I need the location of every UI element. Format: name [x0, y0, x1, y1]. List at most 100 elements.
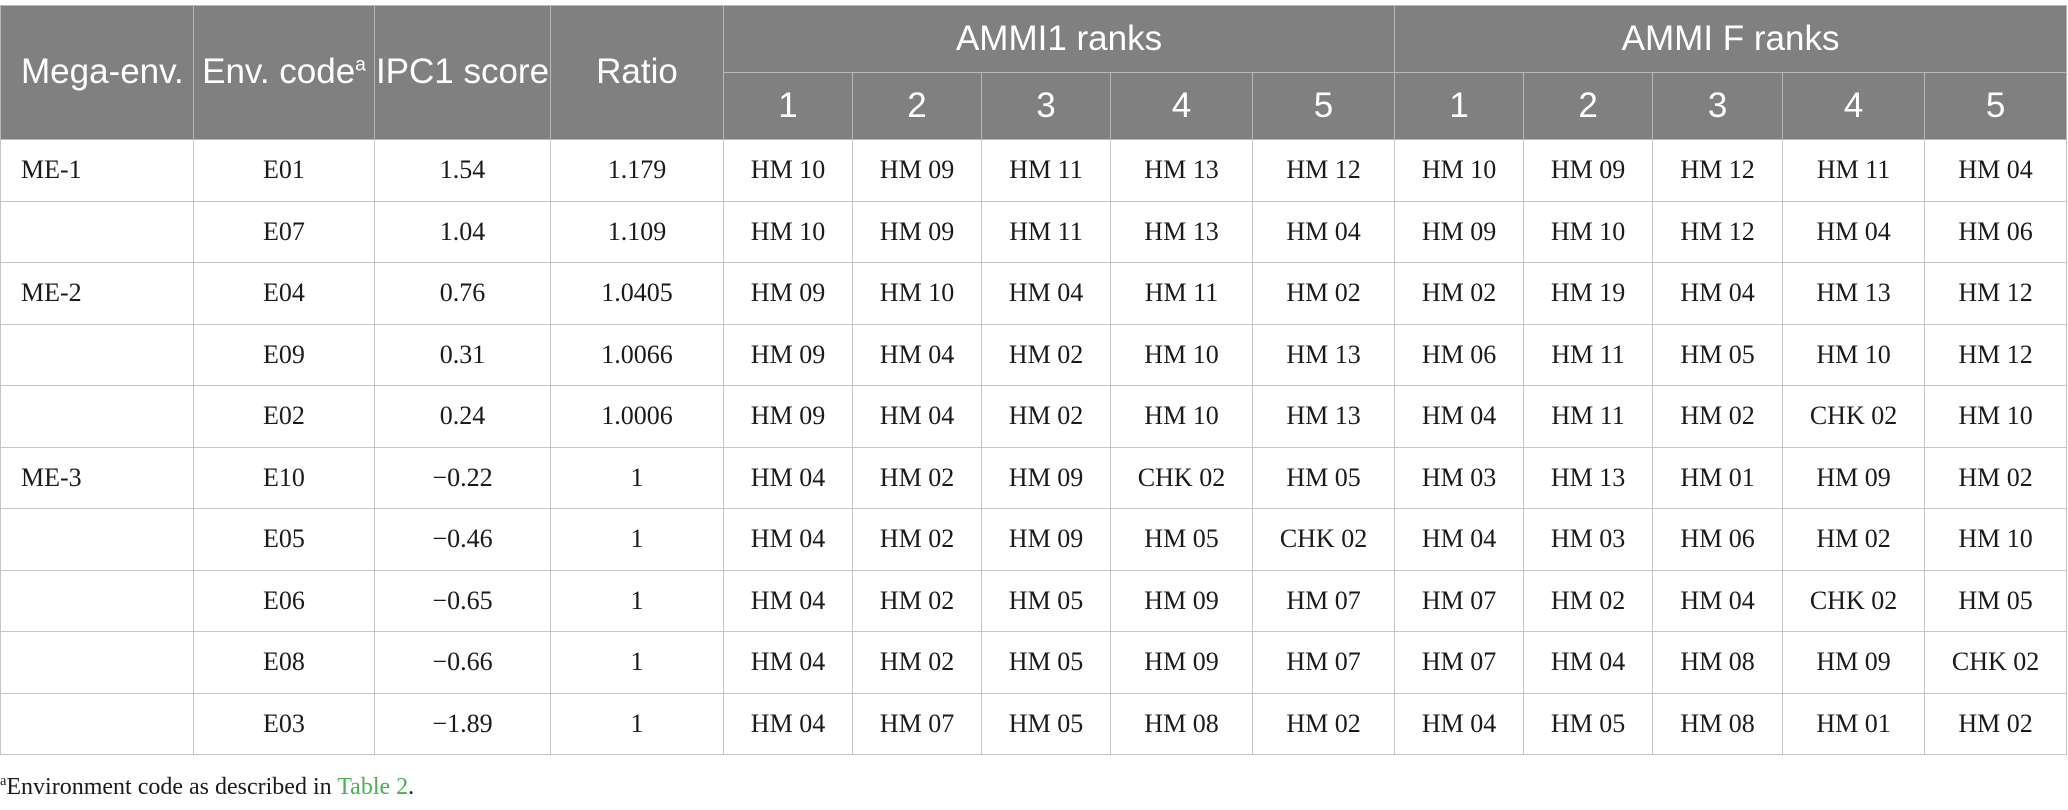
ipc1-score-cell: 0.76: [374, 262, 551, 325]
ammi1-rank-cell: HM 11: [1110, 262, 1253, 325]
table-row: E08 −0.66 1 HM 04 HM 02 HM 05 HM 09 HM 0…: [0, 631, 2068, 694]
ammi1-rank-cell: HM 02: [852, 508, 982, 571]
ammif-rank-cell: HM 09: [1523, 139, 1654, 202]
table-row: E02 0.24 1.0006 HM 09 HM 04 HM 02 HM 10 …: [0, 385, 2068, 448]
ipc1-score-cell: −0.66: [374, 631, 551, 694]
ammi1-rank-cell: HM 10: [1110, 323, 1253, 386]
ammi1-rank-cell: HM 13: [1251, 385, 1396, 448]
ammif-rank-cell: HM 02: [1394, 262, 1525, 325]
ammi1-rank-cell: HM 10: [852, 262, 982, 325]
ammif-rank-cell: HM 08: [1652, 631, 1784, 694]
ammif-rank-cell: HM 06: [1652, 508, 1784, 571]
ammif-rank-cell: HM 04: [1523, 631, 1654, 694]
ammi1-rank-cell: HM 04: [723, 631, 853, 694]
ammif-rank-cell: CHK 02: [1924, 631, 2068, 694]
ammif-rank-cell: HM 10: [1924, 508, 2068, 571]
header-mega-env: Mega-env.: [0, 5, 194, 140]
ammif-rank-cell: HM 04: [1652, 262, 1784, 325]
mega-env-cell: [0, 569, 194, 632]
table-2-link[interactable]: Table 2: [337, 774, 409, 800]
ammif-rank-cell: HM 10: [1394, 139, 1525, 202]
header-ammi1-ranks: AMMI1 ranks: [722, 5, 1396, 73]
table-row: E05 −0.46 1 HM 04 HM 02 HM 09 HM 05 CHK …: [0, 508, 2068, 571]
ammif-rank-cell: HM 05: [1652, 323, 1784, 386]
mega-env-cell: [0, 692, 194, 755]
ammif-rank-cell: HM 05: [1924, 569, 2068, 632]
ammif-rank-cell: HM 04: [1924, 139, 2068, 202]
ipc1-score-cell: −1.89: [374, 692, 551, 755]
mega-env-cell: ME-1: [0, 139, 194, 202]
ammi1-rank-cell: HM 09: [981, 446, 1111, 509]
ratio-cell: 1: [550, 446, 724, 509]
header-env-code: Env. codea: [193, 5, 375, 140]
ipc1-score-cell: 1.54: [374, 139, 551, 202]
mega-env-cell: [0, 385, 194, 448]
ammi1-rank-cell: HM 11: [981, 200, 1111, 263]
ammif-rank-cell: HM 06: [1924, 200, 2068, 263]
ammif-rank-cell: HM 10: [1782, 323, 1926, 386]
env-code-cell: E10: [193, 446, 375, 509]
ammif-rank-cell: HM 04: [1394, 692, 1525, 755]
ipc1-score-cell: −0.22: [374, 446, 551, 509]
ammif-rank-cell: HM 11: [1782, 139, 1926, 202]
ammif-rank-cell: HM 05: [1523, 692, 1654, 755]
ammif-rank-cell: HM 02: [1924, 446, 2068, 509]
ratio-cell: 1.0006: [550, 385, 724, 448]
ammif-rank-cell: HM 11: [1523, 323, 1654, 386]
ammif-rank-cell: CHK 02: [1782, 385, 1926, 448]
ammif-rank-cell: CHK 02: [1782, 569, 1926, 632]
table-container: Mega-env. Env. codea IPC1 score Ratio AM…: [0, 5, 2068, 755]
env-code-cell: E09: [193, 323, 375, 386]
ammi1-rank-cell: HM 09: [1110, 569, 1253, 632]
env-code-cell: E02: [193, 385, 375, 448]
table-row: ME-2 E04 0.76 1.0405 HM 09 HM 10 HM 04 H…: [0, 262, 2068, 325]
ammif-rank-cell: HM 07: [1394, 631, 1525, 694]
ammi1-rank-cell: HM 09: [852, 200, 982, 263]
ammif-rank-cell: HM 09: [1394, 200, 1525, 263]
footnote-superscript: a: [0, 773, 7, 789]
table-row: ME-1 E01 1.54 1.179 HM 10 HM 09 HM 11 HM…: [0, 139, 2068, 202]
ammi1-rank-cell: HM 02: [981, 385, 1111, 448]
ipc1-score-cell: 0.24: [374, 385, 551, 448]
ammif-rank-cell: HM 12: [1924, 262, 2068, 325]
ammif-rank-cell: HM 07: [1394, 569, 1525, 632]
ammif-rank-cell: HM 11: [1523, 385, 1654, 448]
ammi1-rank-cell: HM 05: [1251, 446, 1396, 509]
ammi1-rank-cell: HM 02: [852, 569, 982, 632]
ammi1-rank-cell: HM 09: [723, 385, 853, 448]
header-ipc1-score: IPC1 score: [374, 5, 551, 140]
header-ratio: Ratio: [550, 5, 724, 140]
env-code-cell: E01: [193, 139, 375, 202]
ammi1-rank-cell: HM 13: [1110, 139, 1253, 202]
ammi1-rank-cell: HM 02: [1251, 692, 1396, 755]
ammi1-rank-cell: HM 04: [723, 446, 853, 509]
mega-env-cell: ME-2: [0, 262, 194, 325]
table-row: E07 1.04 1.109 HM 10 HM 09 HM 11 HM 13 H…: [0, 200, 2068, 263]
ammi1-rank-cell: HM 10: [723, 139, 853, 202]
ammi1-rank-cell: HM 10: [723, 200, 853, 263]
ammif-rank-cell: HM 08: [1652, 692, 1784, 755]
ammi1-rank-cell: HM 04: [723, 569, 853, 632]
ammif-rank-cell: HM 10: [1924, 385, 2068, 448]
header-ammi1-rank-1: 1: [723, 72, 853, 140]
ammi1-rank-cell: HM 02: [852, 631, 982, 694]
ammif-rank-cell: HM 12: [1652, 139, 1784, 202]
ammif-rank-cell: HM 01: [1652, 446, 1784, 509]
header-ammif-rank-3: 3: [1652, 72, 1784, 140]
ammi1-rank-cell: HM 07: [1251, 569, 1396, 632]
ammif-rank-cell: HM 04: [1394, 385, 1525, 448]
env-code-cell: E05: [193, 508, 375, 571]
ratio-cell: 1.0405: [550, 262, 724, 325]
ammi1-rank-cell: HM 12: [1251, 139, 1396, 202]
ammi1-rank-cell: CHK 02: [1110, 446, 1253, 509]
ammif-rank-cell: HM 09: [1782, 631, 1926, 694]
ammif-rank-cell: HM 03: [1394, 446, 1525, 509]
ammi1-rank-cell: HM 05: [981, 692, 1111, 755]
ammif-rank-cell: HM 13: [1782, 262, 1926, 325]
ammi1-rank-cell: HM 09: [852, 139, 982, 202]
ammi1-rank-cell: HM 13: [1251, 323, 1396, 386]
header-ammi1-rank-4: 4: [1110, 72, 1253, 140]
ammi1-rank-cell: HM 11: [981, 139, 1111, 202]
ammif-rank-cell: HM 12: [1924, 323, 2068, 386]
header-ammif-rank-5: 5: [1924, 72, 2068, 140]
